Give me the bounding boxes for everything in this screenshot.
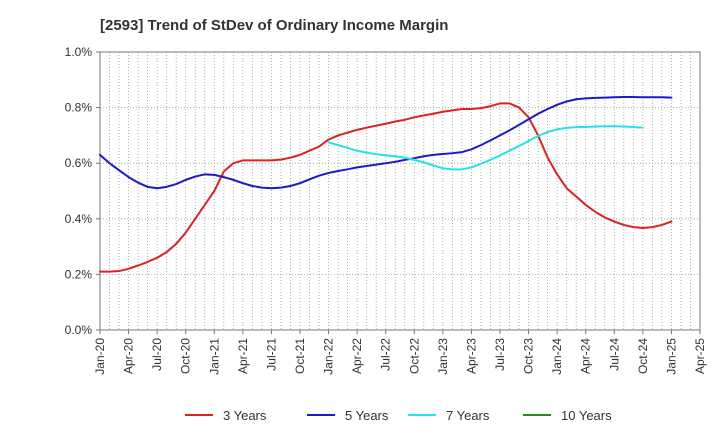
x-tick-label: Jan-23 (436, 338, 450, 375)
x-tick-label: Oct-21 (293, 338, 307, 374)
x-tick-label: Apr-24 (579, 338, 593, 374)
x-tick-label: Jan-25 (664, 338, 678, 375)
x-tick-label: Oct-24 (636, 338, 650, 374)
x-tick-label: Oct-20 (179, 338, 193, 374)
y-tick-label: 0.0% (65, 323, 93, 337)
series-line-3-years (99, 102, 673, 273)
grid (99, 51, 701, 331)
x-tick-label: Jul-23 (493, 338, 507, 371)
x-tick-label: Jan-20 (93, 338, 107, 375)
x-tick-label: Jul-22 (379, 338, 393, 371)
legend-label-5-years: 5 Years (345, 408, 389, 423)
plot-area (100, 52, 700, 330)
axes: 0.0% 0.2% 0.4% 0.6% 0.8% 1.0% Jan-20 Apr-20 Jul-… (65, 45, 707, 375)
legend-label-10-years: 10 Years (561, 408, 612, 423)
y-tick-label: 0.2% (65, 267, 93, 281)
y-tick-label: 1.0% (65, 45, 93, 59)
y-tick-label: 0.6% (65, 156, 93, 170)
y-tick-label: 0.4% (65, 212, 93, 226)
y-tick-label: 0.8% (65, 101, 93, 115)
x-tick-label: Oct-22 (407, 338, 421, 374)
x-tick-label: Apr-22 (350, 338, 364, 374)
x-tick-label: Apr-25 (693, 338, 707, 374)
x-tick-label: Jul-21 (264, 338, 278, 371)
x-tick-label: Jul-20 (150, 338, 164, 371)
legend: 3 Years 5 Years 7 Years 10 Years (185, 408, 612, 423)
x-tick-label: Jan-21 (207, 338, 221, 375)
legend-label-3-years: 3 Years (223, 408, 267, 423)
plot-frame (99, 51, 701, 331)
series-line-7-years (327, 125, 644, 171)
x-tick-label: Jul-24 (607, 338, 621, 371)
x-tick-label: Jan-22 (322, 338, 336, 375)
x-tick-label: Apr-20 (122, 338, 136, 374)
x-tick-label: Apr-21 (236, 338, 250, 374)
series-line-5-years (99, 96, 673, 190)
series-group (99, 96, 673, 273)
x-tick-label: Apr-23 (464, 338, 478, 374)
legend-label-7-years: 7 Years (446, 408, 490, 423)
chart-title: [2593] Trend of StDev of Ordinary Income… (100, 17, 448, 34)
x-tick-label: Jan-24 (550, 338, 564, 375)
x-tick-label: Oct-23 (522, 338, 536, 374)
